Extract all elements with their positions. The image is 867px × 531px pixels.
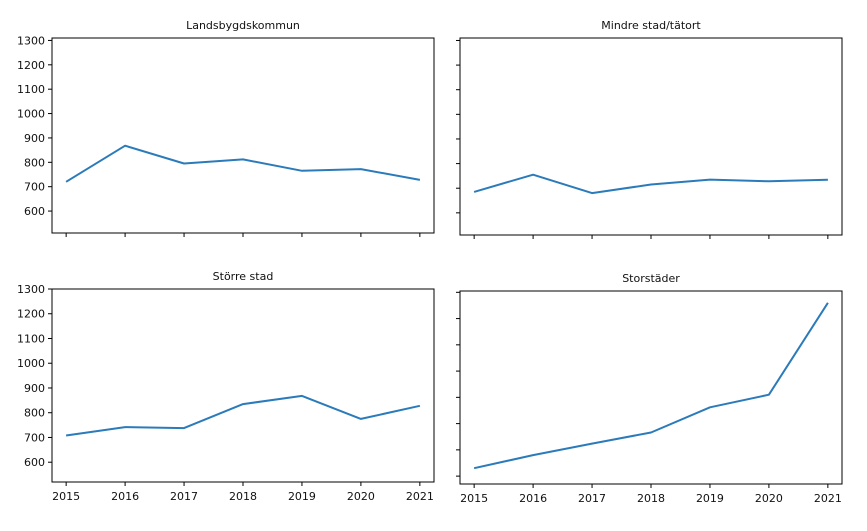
subplot-4: Storstäder 2015 2016 2017 2018 2019 2020 2021 — [456, 272, 843, 505]
plot-frame — [459, 290, 843, 485]
y-tick-label: 1200 — [17, 308, 45, 321]
y-tick-label: 900 — [24, 132, 45, 145]
x-tick-label: 2017 — [578, 492, 606, 505]
y-tick-label: 1200 — [17, 59, 45, 72]
chart-title: Större stad — [213, 270, 274, 283]
x-tick-label: 2016 — [111, 490, 139, 503]
x-tick-label: 2018 — [229, 490, 257, 503]
x-tick-label: 2019 — [696, 492, 724, 505]
y-tick-label: 700 — [24, 181, 45, 194]
y-tick-label: 900 — [24, 382, 45, 395]
y-tick-label: 600 — [24, 456, 45, 469]
x-tick-label: 2021 — [406, 490, 434, 503]
chart-title: Landsbygdskommun — [186, 19, 300, 32]
x-tick-label: 2020 — [347, 490, 375, 503]
y-tick-label: 800 — [24, 407, 45, 420]
x-tick-label: 2018 — [637, 492, 665, 505]
series-line — [473, 173, 828, 195]
y-tick-label: 800 — [24, 156, 45, 169]
plot-frame — [51, 288, 435, 483]
y-tick-label: 1000 — [17, 357, 45, 370]
x-tick-label: 2020 — [755, 492, 783, 505]
series-line — [65, 144, 421, 183]
y-tick-label: 1300 — [17, 34, 45, 47]
subplot-2: Mindre stad/tätort — [456, 19, 843, 239]
y-tick-label: 1000 — [17, 108, 45, 121]
x-tick-label: 2019 — [288, 490, 316, 503]
subplot-3: Större stad 600 700 800 900 1000 1100 1200 1300 2… — [17, 270, 435, 503]
x-tick-label: 2017 — [170, 490, 198, 503]
y-tick-label: 600 — [24, 205, 45, 218]
x-tick-label: 2021 — [814, 492, 842, 505]
x-tick-label: 2015 — [52, 490, 80, 503]
y-tick-label: 1100 — [17, 83, 45, 96]
chart-title: Storstäder — [622, 272, 680, 285]
x-tick-label: 2016 — [519, 492, 547, 505]
plot-frame — [51, 37, 435, 234]
series-line — [473, 302, 829, 470]
y-tick-label: 1300 — [17, 283, 45, 296]
x-tick-label: 2015 — [460, 492, 488, 505]
plot-frame — [459, 37, 843, 236]
subplot-1: Landsbygdskommun 600 700 800 900 1000 1100 1200… — [17, 19, 435, 237]
chart-title: Mindre stad/tätort — [601, 19, 701, 32]
y-tick-label: 700 — [24, 431, 45, 444]
series-line — [65, 394, 421, 437]
y-tick-label: 1100 — [17, 332, 45, 345]
